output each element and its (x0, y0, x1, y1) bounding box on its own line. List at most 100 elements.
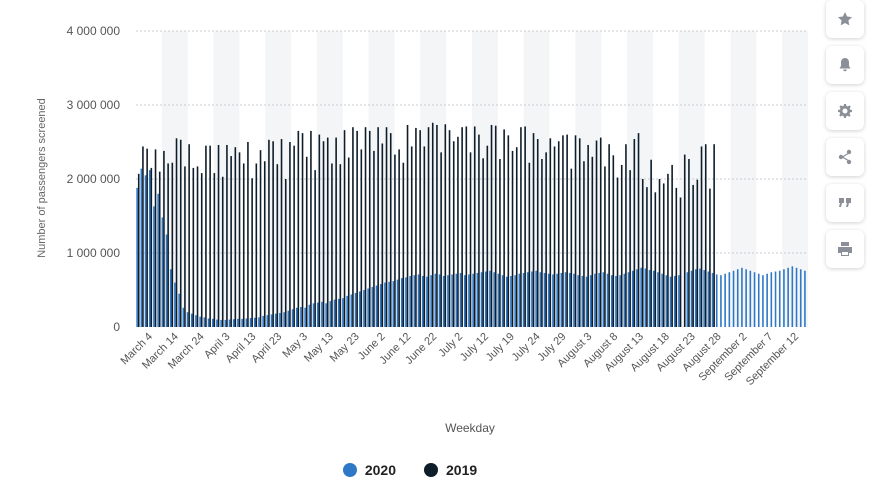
bar-2019[interactable] (562, 135, 564, 327)
bar-2019[interactable] (230, 156, 232, 327)
bar-2020[interactable] (720, 275, 722, 327)
bar-2019[interactable] (213, 173, 216, 327)
bar-2019[interactable] (545, 152, 547, 327)
share-button[interactable] (826, 138, 864, 176)
bar-2020[interactable] (274, 313, 277, 327)
bar-2020[interactable] (757, 273, 760, 327)
bar-2020[interactable] (640, 267, 642, 327)
bar-2019[interactable] (356, 130, 358, 327)
bar-2019[interactable] (633, 139, 636, 327)
bar-2019[interactable] (469, 152, 472, 327)
bar-2020[interactable] (287, 310, 290, 327)
bar-2020[interactable] (787, 267, 789, 327)
bar-2020[interactable] (165, 234, 168, 328)
bar-2020[interactable] (216, 319, 218, 327)
bar-2020[interactable] (606, 273, 609, 327)
bar-2020[interactable] (783, 269, 785, 327)
bar-2020[interactable] (329, 301, 332, 327)
bar-2019[interactable] (662, 183, 665, 327)
bar-2019[interactable] (587, 144, 589, 327)
bar-2019[interactable] (490, 124, 493, 327)
bar-2019[interactable] (696, 179, 699, 327)
bar-2019[interactable] (209, 145, 211, 327)
bar-2019[interactable] (448, 130, 451, 327)
bar-2020[interactable] (270, 314, 273, 327)
bar-2020[interactable] (379, 284, 382, 327)
bar-2019[interactable] (242, 163, 245, 327)
bar-2019[interactable] (158, 171, 161, 327)
bar-2019[interactable] (709, 188, 711, 327)
bar-2020[interactable] (535, 270, 537, 327)
bar-2020[interactable] (430, 275, 432, 327)
bar-2020[interactable] (363, 290, 365, 327)
bar-2020[interactable] (501, 275, 504, 327)
bar-2020[interactable] (652, 270, 655, 327)
bar-2020[interactable] (295, 307, 298, 327)
bar-2020[interactable] (291, 309, 294, 327)
bar-2019[interactable] (604, 166, 606, 327)
bar-2019[interactable] (478, 134, 480, 327)
bar-2020[interactable] (522, 272, 525, 327)
bar-2020[interactable] (342, 298, 344, 327)
bar-2020[interactable] (556, 273, 558, 327)
bar-2020[interactable] (631, 270, 634, 327)
bar-2019[interactable] (625, 144, 627, 327)
bar-2020[interactable] (589, 275, 592, 327)
bar-2019[interactable] (419, 130, 421, 327)
bar-2020[interactable] (510, 275, 512, 327)
bar-2019[interactable] (549, 138, 552, 327)
bar-2020[interactable] (325, 303, 327, 327)
bar-2020[interactable] (388, 281, 390, 327)
bar-2020[interactable] (715, 274, 718, 327)
bar-2019[interactable] (515, 147, 518, 327)
bar-2019[interactable] (440, 152, 442, 327)
notification-button[interactable] (826, 46, 864, 84)
bar-2020[interactable] (262, 315, 264, 327)
bar-2020[interactable] (673, 275, 676, 327)
bar-2019[interactable] (599, 137, 602, 327)
bar-2019[interactable] (268, 139, 270, 327)
bar-2020[interactable] (199, 316, 201, 327)
bar-2019[interactable] (461, 127, 463, 327)
bar-2020[interactable] (619, 275, 621, 327)
bar-2020[interactable] (665, 275, 668, 327)
bar-2019[interactable] (171, 162, 174, 327)
bar-2020[interactable] (489, 270, 491, 327)
bar-2020[interactable] (241, 318, 243, 327)
bar-2020[interactable] (190, 313, 193, 327)
bar-2020[interactable] (358, 291, 361, 327)
bar-2019[interactable] (310, 130, 312, 327)
bar-2019[interactable] (494, 125, 497, 327)
bar-2020[interactable] (539, 272, 542, 327)
bar-2019[interactable] (200, 173, 203, 327)
bar-2019[interactable] (507, 135, 510, 327)
bar-2020[interactable] (442, 275, 445, 327)
bar-2020[interactable] (573, 273, 575, 327)
bar-2020[interactable] (304, 307, 306, 327)
bar-2019[interactable] (591, 156, 594, 327)
bar-2020[interactable] (568, 272, 571, 327)
bar-2019[interactable] (263, 161, 266, 327)
bar-2020[interactable] (346, 295, 348, 327)
bar-2020[interactable] (547, 273, 550, 327)
bar-2019[interactable] (394, 154, 396, 327)
bar-2020[interactable] (249, 318, 252, 327)
bar-2019[interactable] (150, 167, 153, 327)
bar-2020[interactable] (207, 318, 210, 327)
bar-2020[interactable] (627, 272, 630, 327)
bar-2019[interactable] (196, 166, 199, 327)
bar-2020[interactable] (169, 269, 172, 327)
bar-2019[interactable] (650, 159, 652, 327)
bar-2020[interactable] (195, 315, 197, 327)
bar-2020[interactable] (753, 272, 756, 327)
bar-2020[interactable] (476, 272, 479, 327)
bar-2019[interactable] (436, 124, 438, 327)
bar-2020[interactable] (153, 206, 155, 327)
bar-2020[interactable] (678, 275, 680, 327)
bar-2020[interactable] (585, 276, 588, 327)
bar-2020[interactable] (581, 275, 584, 327)
bar-2019[interactable] (616, 177, 619, 327)
bar-2020[interactable] (657, 272, 659, 327)
bar-2020[interactable] (203, 317, 206, 327)
bar-2019[interactable] (352, 127, 354, 327)
